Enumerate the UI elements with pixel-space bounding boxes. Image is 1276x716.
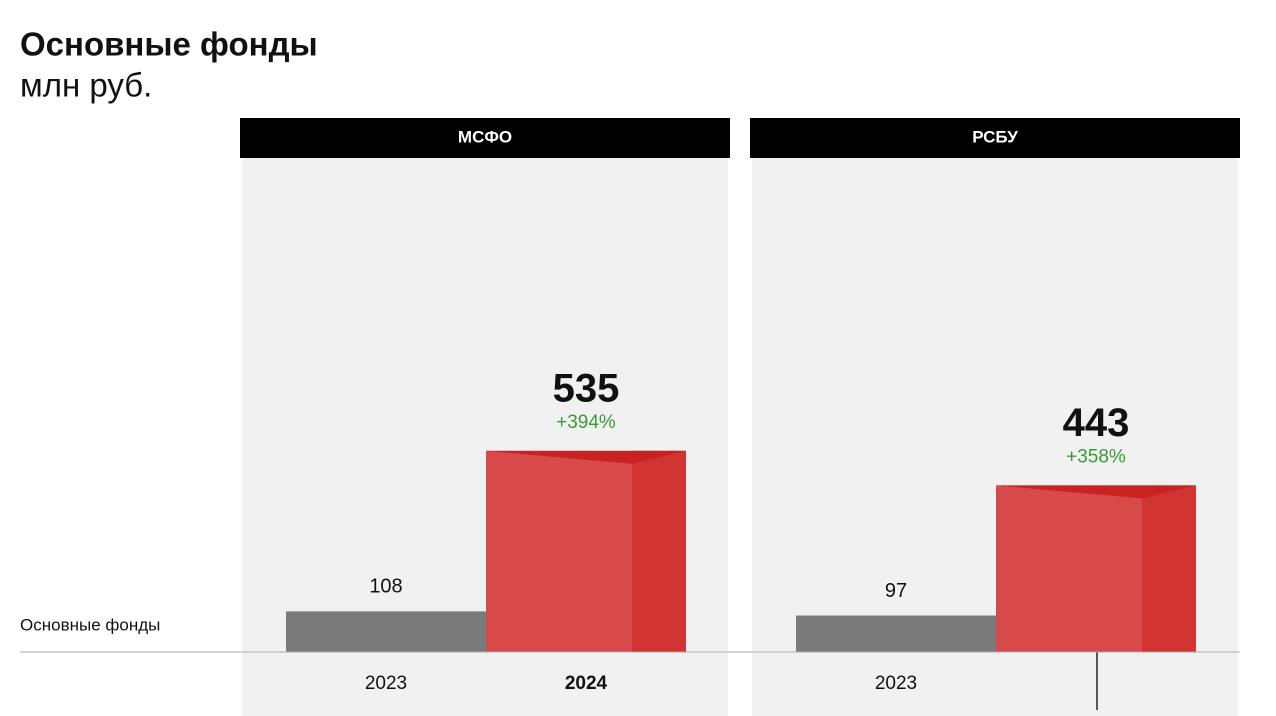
chart-title: Основные фонды [20, 26, 318, 63]
bar [996, 485, 1196, 652]
bar [286, 611, 486, 652]
value-label: 97 [885, 580, 907, 602]
x-tick-label: 2024 [565, 673, 608, 694]
row-label: Основные фонды [20, 615, 160, 634]
x-tick-label: 2023 [875, 673, 917, 694]
change-label: +358% [1066, 446, 1126, 467]
bar [796, 615, 996, 652]
panel-header [750, 118, 1240, 158]
value-label: 108 [369, 576, 402, 598]
bar [486, 450, 686, 652]
panel-header [240, 118, 730, 158]
change-label: +394% [556, 412, 616, 433]
panel-title: РСБУ [972, 127, 1018, 146]
panel-title: МСФО [458, 127, 512, 146]
chart-subtitle: млн руб. [20, 67, 152, 104]
value-label: 443 [1063, 401, 1130, 445]
x-tick-label: 2023 [365, 673, 407, 694]
value-label: 535 [553, 366, 620, 410]
